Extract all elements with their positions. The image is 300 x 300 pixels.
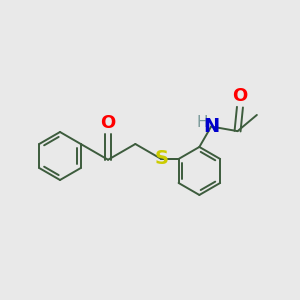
Text: O: O xyxy=(232,87,248,105)
Text: O: O xyxy=(100,114,116,132)
Text: N: N xyxy=(203,117,219,136)
Text: S: S xyxy=(154,149,168,169)
Text: H: H xyxy=(196,116,208,130)
